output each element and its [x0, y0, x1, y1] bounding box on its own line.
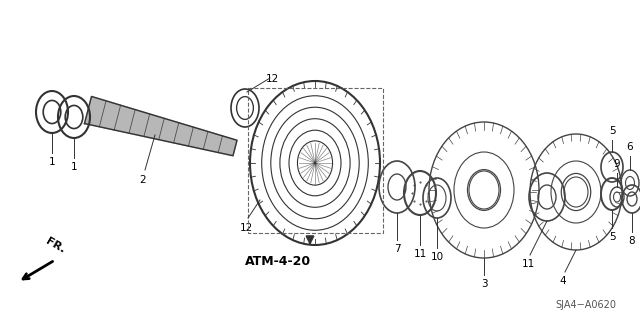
Polygon shape — [84, 96, 237, 156]
Text: SJA4−A0620: SJA4−A0620 — [555, 300, 616, 310]
Text: 11: 11 — [413, 249, 427, 259]
Text: ATM-4-20: ATM-4-20 — [245, 255, 311, 268]
Text: 3: 3 — [481, 279, 487, 289]
Bar — [248, 88, 383, 233]
Text: FR.: FR. — [44, 236, 67, 255]
Text: 10: 10 — [431, 252, 444, 262]
Text: 12: 12 — [266, 74, 278, 84]
Text: 1: 1 — [49, 157, 55, 167]
Text: 7: 7 — [394, 244, 400, 254]
Text: 12: 12 — [239, 223, 253, 233]
Text: 5: 5 — [609, 232, 615, 242]
Text: 8: 8 — [628, 236, 636, 246]
Text: 1: 1 — [70, 162, 77, 172]
Text: 6: 6 — [627, 142, 634, 152]
Text: 4: 4 — [560, 276, 566, 286]
Text: 9: 9 — [614, 159, 620, 169]
Text: 11: 11 — [522, 259, 534, 269]
Text: 2: 2 — [140, 175, 147, 185]
Text: 5: 5 — [609, 126, 615, 136]
